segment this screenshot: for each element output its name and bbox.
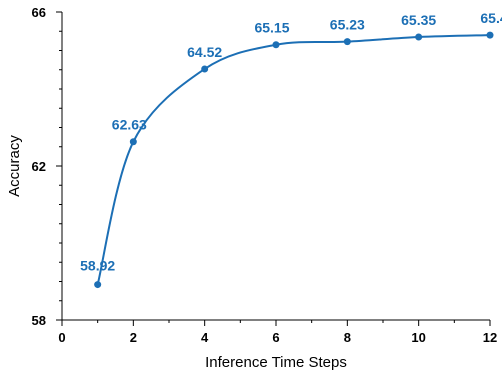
y-tick-label: 66 [32, 5, 46, 20]
axes: 0 2 4 6 8 10 12 58 62 66 [32, 5, 498, 345]
data-point [486, 31, 494, 39]
x-tick-label: 6 [272, 330, 279, 345]
x-tick-label: 10 [411, 330, 425, 345]
data-label: 62.63 [112, 117, 147, 133]
data-point [415, 33, 423, 41]
y-tick-label: 62 [32, 159, 46, 174]
data-label: 65.15 [254, 20, 289, 36]
data-point [272, 41, 280, 49]
data-label: 58.92 [80, 258, 115, 274]
x-tick-label: 12 [483, 330, 497, 345]
data-label: 64.52 [187, 44, 222, 60]
data-label: 65.4 [480, 10, 502, 26]
x-tick-label: 4 [201, 330, 209, 345]
data-label: 65.23 [330, 17, 365, 33]
y-axis-title: Accuracy [6, 135, 23, 197]
x-tick-label: 2 [130, 330, 137, 345]
series-line [96, 34, 491, 285]
y-tick-label: 58 [32, 313, 46, 328]
data-label: 65.35 [401, 12, 436, 28]
x-tick-label: 8 [344, 330, 351, 345]
data-point [201, 65, 209, 73]
data-point [343, 38, 351, 46]
x-tick-label: 0 [58, 330, 65, 345]
data-point [94, 281, 102, 289]
data-point [129, 138, 137, 146]
series-layer: 58.92 62.63 64.52 65.15 65.23 65.35 65.4 [80, 10, 502, 289]
x-axis-title: Inference Time Steps [205, 354, 347, 371]
